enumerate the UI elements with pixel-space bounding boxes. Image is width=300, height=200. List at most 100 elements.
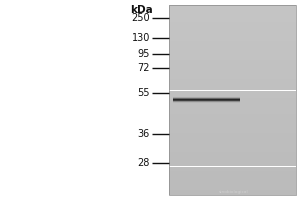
- Bar: [169, 55, 296, 57]
- Bar: [169, 157, 296, 159]
- Bar: [169, 64, 296, 67]
- Bar: [169, 100, 296, 102]
- Bar: [169, 41, 296, 43]
- Bar: [169, 69, 296, 72]
- Text: 95: 95: [138, 49, 150, 59]
- Bar: [172, 94, 240, 95]
- Bar: [169, 143, 296, 145]
- Bar: [172, 102, 240, 103]
- Bar: [169, 169, 296, 171]
- Bar: [172, 101, 240, 102]
- Bar: [169, 86, 296, 88]
- Bar: [169, 83, 296, 86]
- Bar: [169, 12, 296, 15]
- Bar: [169, 107, 296, 110]
- Bar: [169, 145, 296, 148]
- Bar: [172, 97, 240, 98]
- Bar: [169, 62, 296, 64]
- Bar: [169, 43, 296, 45]
- Bar: [169, 128, 296, 131]
- Bar: [169, 112, 296, 114]
- Text: kDa: kDa: [130, 5, 153, 15]
- Bar: [169, 124, 296, 126]
- Bar: [169, 159, 296, 162]
- Bar: [169, 45, 296, 48]
- Bar: [169, 186, 296, 188]
- Bar: [169, 24, 296, 26]
- Bar: [169, 190, 296, 193]
- Text: 55: 55: [137, 88, 150, 98]
- Bar: [169, 95, 296, 98]
- Bar: [169, 76, 296, 79]
- Bar: [169, 57, 296, 60]
- Bar: [169, 17, 296, 19]
- Bar: [169, 138, 296, 140]
- Bar: [169, 110, 296, 112]
- Bar: [169, 7, 296, 10]
- Bar: [169, 133, 296, 136]
- Bar: [169, 181, 296, 183]
- Bar: [169, 26, 296, 29]
- Text: 36: 36: [138, 129, 150, 139]
- Bar: [169, 50, 296, 52]
- Bar: [169, 52, 296, 55]
- Bar: [169, 60, 296, 62]
- Bar: [169, 171, 296, 174]
- Bar: [169, 114, 296, 117]
- Bar: [172, 100, 240, 101]
- Bar: [169, 155, 296, 157]
- Bar: [169, 136, 296, 138]
- Bar: [172, 105, 240, 106]
- Bar: [169, 188, 296, 190]
- Bar: [169, 88, 296, 90]
- Bar: [169, 79, 296, 81]
- Bar: [169, 140, 296, 143]
- Text: sinobiological: sinobiological: [219, 190, 249, 194]
- Bar: [172, 103, 240, 104]
- Bar: [172, 106, 240, 107]
- Bar: [169, 48, 296, 50]
- Bar: [169, 183, 296, 186]
- Bar: [169, 166, 296, 169]
- Bar: [169, 81, 296, 83]
- Bar: [169, 119, 296, 121]
- Bar: [169, 176, 296, 178]
- Bar: [169, 131, 296, 133]
- Text: 130: 130: [132, 33, 150, 43]
- Bar: [169, 117, 296, 119]
- Bar: [169, 164, 296, 166]
- Bar: [169, 150, 296, 152]
- Bar: [169, 152, 296, 155]
- Text: 250: 250: [131, 13, 150, 23]
- Bar: [169, 29, 296, 31]
- Bar: [172, 93, 240, 94]
- Bar: [169, 19, 296, 22]
- Bar: [169, 102, 296, 105]
- Bar: [169, 31, 296, 33]
- Bar: [169, 22, 296, 24]
- Bar: [169, 5, 296, 7]
- Bar: [169, 105, 296, 107]
- Bar: [169, 36, 296, 38]
- Bar: [169, 5, 296, 195]
- Bar: [169, 98, 296, 100]
- Bar: [169, 126, 296, 128]
- Text: 72: 72: [137, 63, 150, 73]
- Bar: [169, 74, 296, 76]
- Bar: [169, 121, 296, 124]
- Bar: [169, 15, 296, 17]
- Bar: [169, 193, 296, 195]
- Bar: [169, 38, 296, 41]
- Bar: [169, 93, 296, 95]
- Bar: [169, 72, 296, 74]
- Bar: [169, 147, 296, 150]
- Bar: [169, 162, 296, 164]
- Bar: [169, 10, 296, 12]
- Bar: [172, 96, 240, 97]
- Bar: [169, 67, 296, 69]
- Bar: [172, 95, 240, 96]
- Bar: [169, 90, 296, 93]
- Bar: [169, 178, 296, 181]
- Bar: [172, 104, 240, 105]
- Bar: [172, 99, 240, 100]
